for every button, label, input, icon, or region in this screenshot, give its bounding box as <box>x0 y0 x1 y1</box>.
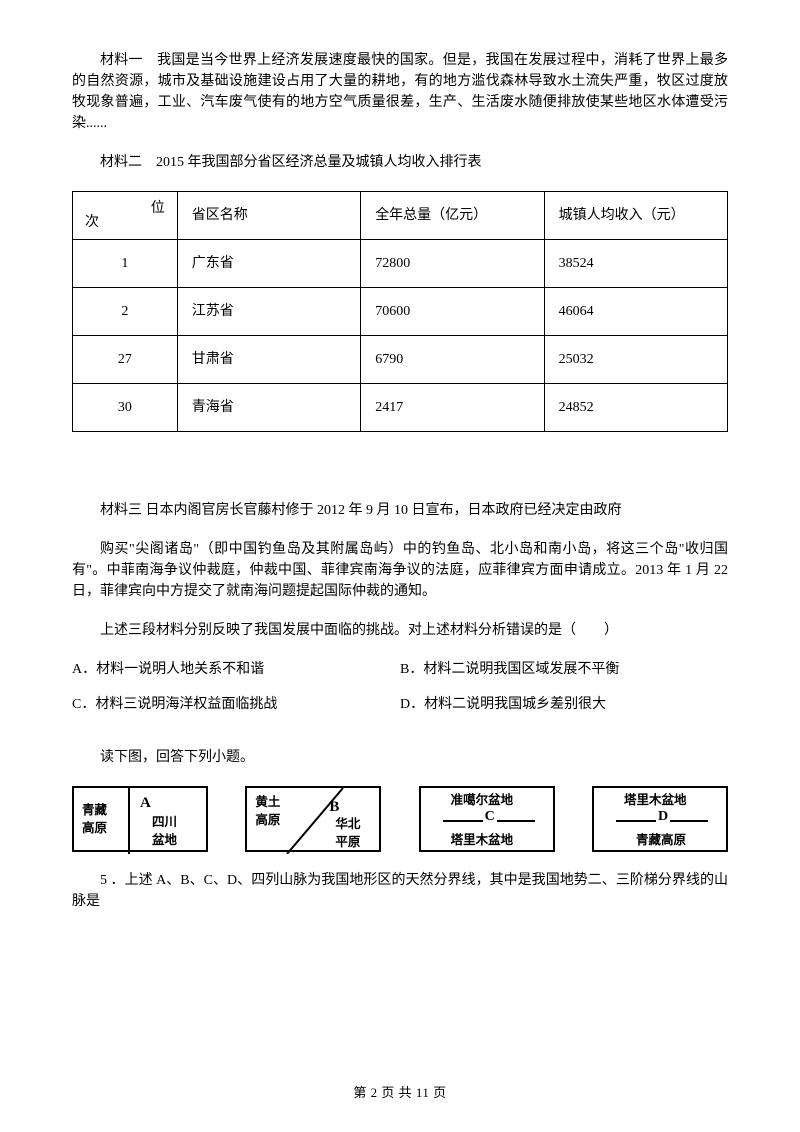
option-a: A．材料一说明人地关系不和谐 <box>72 659 400 680</box>
header-province: 省区名称 <box>177 192 360 240</box>
option-b: B．材料二说明我国区域发展不平衡 <box>400 659 728 680</box>
cell-province: 江苏省 <box>177 288 360 336</box>
header-province-text: 省区名称 <box>192 208 248 223</box>
option-d: D．材料二说明我国城乡差别很大 <box>400 694 728 715</box>
option-d-label: D． <box>400 697 424 712</box>
cell-income: 38524 <box>544 240 727 288</box>
footer-current: 2 <box>371 1085 378 1100</box>
diagram-a: 青藏 高原 A 四川 盆地 <box>72 786 208 852</box>
d1-br-1: 四川 <box>152 816 177 829</box>
option-a-text: 材料一说明人地关系不和谐 <box>96 662 264 677</box>
footer-mid: 页 共 <box>378 1085 416 1100</box>
d1-label: A <box>140 796 151 811</box>
material-3-line1: 材料三 日本内阁官房长官藤村修于 2012 年 9 月 10 日宣布，日本政府已… <box>72 500 728 521</box>
option-c: C．材料三说明海洋权益面临挑战 <box>72 694 400 715</box>
option-c-label: C． <box>72 697 95 712</box>
d1-topleft-2: 高原 <box>82 822 107 835</box>
cell-total: 72800 <box>361 240 544 288</box>
header-total: 全年总量（亿元） <box>361 192 544 240</box>
ranking-table: 位 次 省区名称 全年总量（亿元） 城镇人均收入（元） 1 广东省 72800 … <box>72 191 728 432</box>
d4-label: D <box>656 810 670 824</box>
cell-total: 2417 <box>361 384 544 432</box>
d2-topleft-2: 高原 <box>255 814 280 827</box>
footer-prefix: 第 <box>353 1085 370 1100</box>
option-b-label: B． <box>400 662 423 677</box>
header-rank-diagonal: 位 次 <box>73 192 178 240</box>
cell-rank: 30 <box>73 384 178 432</box>
d3-label: C <box>483 810 497 824</box>
cell-province: 青海省 <box>177 384 360 432</box>
d2-br-1: 华北 <box>335 818 360 831</box>
cell-rank: 27 <box>73 336 178 384</box>
spacing <box>72 452 728 500</box>
diagram-c: 准噶尔盆地 C 塔里木盆地 <box>419 786 555 852</box>
option-d-text: 材料二说明我国城乡差别很大 <box>424 697 606 712</box>
material-1-paragraph: 材料一 我国是当今世界上经济发展速度最快的国家。但是，我国在发展过程中，消耗了世… <box>72 50 728 134</box>
d3-top: 准噶尔盆地 <box>451 794 514 807</box>
option-b-text: 材料二说明我国区域发展不平衡 <box>423 662 619 677</box>
d4-top: 塔里木盆地 <box>624 794 687 807</box>
answer-options: A．材料一说明人地关系不和谐 B．材料二说明我国区域发展不平衡 C．材料三说明海… <box>72 659 728 729</box>
d2-label: B <box>329 800 339 815</box>
question-prompt: 上述三段材料分别反映了我国发展中面临的挑战。对上述材料分析错误的是（ ） <box>72 620 728 641</box>
d2-br-2: 平原 <box>335 836 360 849</box>
page-footer: 第 2 页 共 11 页 <box>0 1083 800 1103</box>
diag-top-label: 位 <box>151 198 165 219</box>
table-row: 1 广东省 72800 38524 <box>73 240 728 288</box>
mountain-diagrams: 青藏 高原 A 四川 盆地 黄土 高原 B 华北 平原 准噶尔盆地 C 塔里木盆… <box>72 786 728 852</box>
table-row: 27 甘肃省 6790 25032 <box>73 336 728 384</box>
diag-bottom-label: 次 <box>85 212 99 233</box>
cell-total: 70600 <box>361 288 544 336</box>
cell-total: 6790 <box>361 336 544 384</box>
table-row: 2 江苏省 70600 46064 <box>73 288 728 336</box>
d1-topleft-1: 青藏 <box>82 804 107 817</box>
diagram-b: 黄土 高原 B 华北 平原 <box>245 786 381 852</box>
d2-topleft-1: 黄土 <box>255 796 280 809</box>
figure-instruction: 读下图，回答下列小题。 <box>72 747 728 768</box>
cell-income: 46064 <box>544 288 727 336</box>
d3-bottom: 塔里木盆地 <box>451 834 514 847</box>
header-income: 城镇人均收入（元） <box>544 192 727 240</box>
option-a-label: A． <box>72 662 96 677</box>
diagram-d: 塔里木盆地 D 青藏高原 <box>592 786 728 852</box>
d4-bottom: 青藏高原 <box>636 834 686 847</box>
table-row: 30 青海省 2417 24852 <box>73 384 728 432</box>
footer-suffix: 页 <box>429 1085 446 1100</box>
cell-rank: 1 <box>73 240 178 288</box>
footer-total: 11 <box>416 1085 430 1100</box>
cell-province: 甘肃省 <box>177 336 360 384</box>
option-c-text: 材料三说明海洋权益面临挑战 <box>95 697 277 712</box>
cell-province: 广东省 <box>177 240 360 288</box>
cell-income: 24852 <box>544 384 727 432</box>
d1-br-2: 盆地 <box>152 834 177 847</box>
material-2-heading: 材料二 2015 年我国部分省区经济总量及城镇人均收入排行表 <box>72 152 728 173</box>
question-5: 5 ．上述 A、B、C、D、四列山脉为我国地形区的天然分界线，其中是我国地势二、… <box>72 870 728 912</box>
table-header-row: 位 次 省区名称 全年总量（亿元） 城镇人均收入（元） <box>73 192 728 240</box>
header-income-text: 城镇人均收入（元） <box>559 208 685 223</box>
material-3-line2: 购买"尖阁诸岛"（即中国钓鱼岛及其附属岛屿）中的钓鱼岛、北小岛和南小岛，将这三个… <box>72 539 728 602</box>
cell-income: 25032 <box>544 336 727 384</box>
header-total-text: 全年总量（亿元） <box>375 208 487 223</box>
cell-rank: 2 <box>73 288 178 336</box>
